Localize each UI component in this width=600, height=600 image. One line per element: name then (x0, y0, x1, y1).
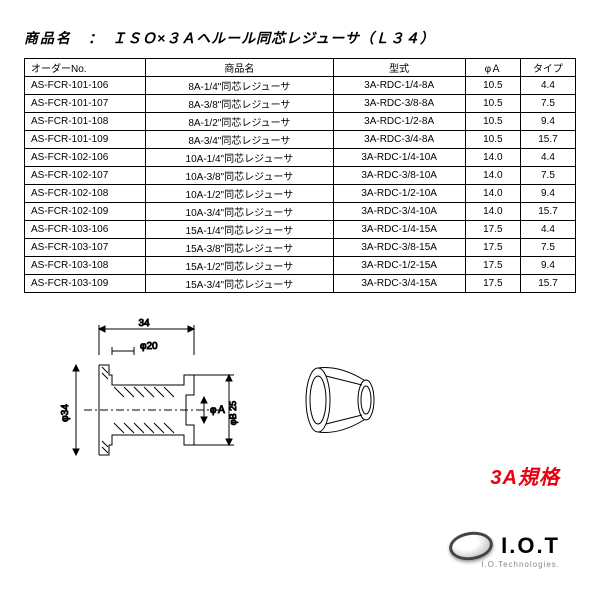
table-cell: 9.4 (520, 257, 575, 275)
table-cell: 3A-RDC-1/4-15A (333, 221, 465, 239)
badge-3a: 3A規格 (490, 461, 560, 490)
table-cell: 15.7 (520, 275, 575, 293)
dim-phiA: φＡ (210, 405, 226, 416)
company-logo: I.O.T I.O.Technologies. (449, 532, 560, 560)
title-row: 商品名 ： ＩＳＯ×３Ａヘルール同芯レジューサ（Ｌ３４） (24, 28, 576, 48)
table-cell: AS-FCR-102-108 (25, 185, 146, 203)
table-cell: 17.5 (465, 275, 520, 293)
table-cell: AS-FCR-101-108 (25, 113, 146, 131)
table-cell: 4.4 (520, 149, 575, 167)
table-cell: 3A-RDC-3/8-10A (333, 167, 465, 185)
table-cell: 7.5 (520, 239, 575, 257)
table-cell: 15A-3/8"同芯レジューサ (146, 239, 333, 257)
dim-phi20: φ20 (140, 341, 158, 352)
table-cell: 14.0 (465, 185, 520, 203)
table-cell: 15A-1/2"同芯レジューサ (146, 257, 333, 275)
table-cell: 3A-RDC-1/4-8A (333, 77, 465, 95)
table-cell: 15A-1/4"同芯レジューサ (146, 221, 333, 239)
table-cell: 15A-3/4"同芯レジューサ (146, 275, 333, 293)
logo-text: I.O.T (501, 533, 560, 559)
table-cell: 17.5 (465, 221, 520, 239)
standard-badge-area: 3A規格 (490, 461, 560, 490)
col-phi-a: φＡ (465, 59, 520, 77)
table-cell: 14.0 (465, 149, 520, 167)
table-cell: 14.0 (465, 167, 520, 185)
table-cell: AS-FCR-102-106 (25, 149, 146, 167)
table-row: AS-FCR-101-1078A-3/8"同芯レジューサ3A-RDC-3/8-8… (25, 95, 576, 113)
table-cell: 8A-3/8"同芯レジューサ (146, 95, 333, 113)
table-cell: AS-FCR-102-107 (25, 167, 146, 185)
table-cell: 10A-3/4"同芯レジューサ (146, 203, 333, 221)
table-cell: 15.7 (520, 203, 575, 221)
table-row: AS-FCR-102-10710A-3/8"同芯レジューサ3A-RDC-3/8-… (25, 167, 576, 185)
table-cell: 3A-RDC-1/4-10A (333, 149, 465, 167)
table-cell: AS-FCR-102-109 (25, 203, 146, 221)
table-cell: 8A-1/2"同芯レジューサ (146, 113, 333, 131)
table-row: AS-FCR-103-10715A-3/8"同芯レジューサ3A-RDC-3/8-… (25, 239, 576, 257)
table-cell: 8A-3/4"同芯レジューサ (146, 131, 333, 149)
table-cell: 10.5 (465, 113, 520, 131)
col-name: 商品名 (146, 59, 333, 77)
isometric-drawing (284, 345, 394, 455)
table-cell: 9.4 (520, 113, 575, 131)
table-row: AS-FCR-102-10610A-1/4"同芯レジューサ3A-RDC-1/4-… (25, 149, 576, 167)
table-cell: 14.0 (465, 203, 520, 221)
table-row: AS-FCR-103-10915A-3/4"同芯レジューサ3A-RDC-3/4-… (25, 275, 576, 293)
title-label: 商品名 ： (24, 28, 104, 48)
table-row: AS-FCR-102-10810A-1/2"同芯レジューサ3A-RDC-1/2-… (25, 185, 576, 203)
table-cell: AS-FCR-101-106 (25, 77, 146, 95)
table-cell: 7.5 (520, 167, 575, 185)
dim-phi34: φ34 (60, 404, 71, 422)
table-cell: 10.5 (465, 95, 520, 113)
table-cell: 10.5 (465, 131, 520, 149)
table-row: AS-FCR-101-1098A-3/4"同芯レジューサ3A-RDC-3/4-8… (25, 131, 576, 149)
table-cell: 3A-RDC-3/4-15A (333, 275, 465, 293)
table-cell: AS-FCR-103-107 (25, 239, 146, 257)
cross-section-drawing: 34 φ20 (54, 315, 244, 485)
col-order: オーダーNo. (25, 59, 146, 77)
diagram-area: 34 φ20 (24, 315, 576, 485)
table-cell: AS-FCR-103-108 (25, 257, 146, 275)
table-row: AS-FCR-101-1088A-1/2"同芯レジューサ3A-RDC-1/2-8… (25, 113, 576, 131)
dim-34: 34 (138, 318, 150, 329)
table-row: AS-FCR-103-10615A-1/4"同芯レジューサ3A-RDC-1/4-… (25, 221, 576, 239)
table-cell: 3A-RDC-3/4-10A (333, 203, 465, 221)
table-cell: AS-FCR-103-109 (25, 275, 146, 293)
table-row: AS-FCR-103-10815A-1/2"同芯レジューサ3A-RDC-1/2-… (25, 257, 576, 275)
table-cell: 17.5 (465, 239, 520, 257)
table-cell: 17.5 (465, 257, 520, 275)
table-cell: 4.4 (520, 221, 575, 239)
table-cell: 8A-1/4"同芯レジューサ (146, 77, 333, 95)
dim-phiB: φB 25 (228, 401, 238, 425)
table-header-row: オーダーNo. 商品名 型式 φＡ タイプ (25, 59, 576, 77)
table-cell: 15.7 (520, 131, 575, 149)
table-cell: AS-FCR-101-109 (25, 131, 146, 149)
table-cell: AS-FCR-101-107 (25, 95, 146, 113)
logo-subtext: I.O.Technologies. (481, 560, 560, 569)
logo-ring-icon (447, 529, 494, 563)
table-cell: 10.5 (465, 77, 520, 95)
table-cell: 10A-1/4"同芯レジューサ (146, 149, 333, 167)
table-cell: 3A-RDC-3/8-15A (333, 239, 465, 257)
table-cell: 9.4 (520, 185, 575, 203)
table-cell: AS-FCR-103-106 (25, 221, 146, 239)
table-cell: 7.5 (520, 95, 575, 113)
col-model: 型式 (333, 59, 465, 77)
table-cell: 4.4 (520, 77, 575, 95)
spec-table: オーダーNo. 商品名 型式 φＡ タイプ AS-FCR-101-1068A-1… (24, 58, 576, 293)
table-cell: 3A-RDC-1/2-8A (333, 113, 465, 131)
table-cell: 3A-RDC-1/2-15A (333, 257, 465, 275)
table-cell: 10A-1/2"同芯レジューサ (146, 185, 333, 203)
col-type: タイプ (520, 59, 575, 77)
table-row: AS-FCR-102-10910A-3/4"同芯レジューサ3A-RDC-3/4-… (25, 203, 576, 221)
table-row: AS-FCR-101-1068A-1/4"同芯レジューサ3A-RDC-1/4-8… (25, 77, 576, 95)
title-value: ＩＳＯ×３Ａヘルール同芯レジューサ（Ｌ３４） (112, 28, 435, 48)
table-cell: 3A-RDC-3/4-8A (333, 131, 465, 149)
table-cell: 3A-RDC-3/8-8A (333, 95, 465, 113)
table-cell: 3A-RDC-1/2-10A (333, 185, 465, 203)
table-cell: 10A-3/8"同芯レジューサ (146, 167, 333, 185)
